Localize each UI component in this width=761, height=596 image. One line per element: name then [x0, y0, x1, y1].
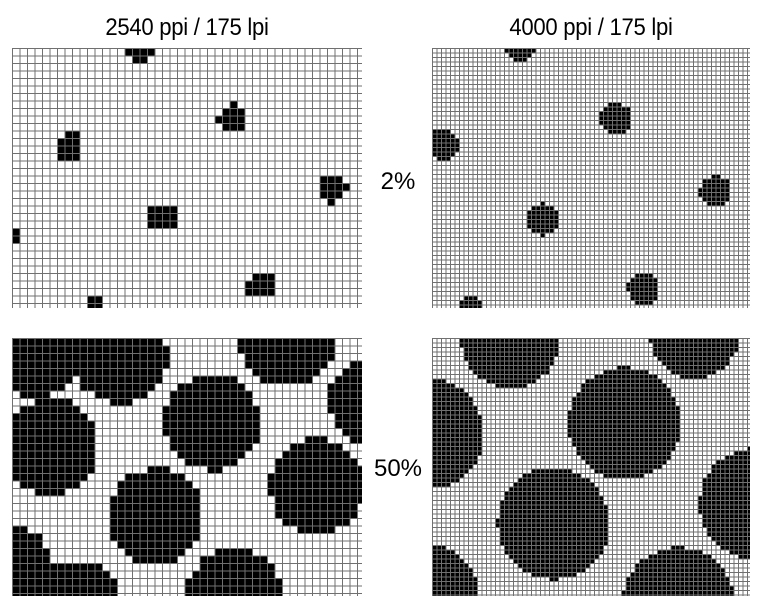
halftone-dot [625, 273, 657, 305]
halftone-dot [697, 174, 729, 206]
halftone-dot [459, 295, 482, 308]
halftone-dot [327, 360, 362, 443]
halftone-dot [459, 338, 558, 388]
row-label-2-percent: 2% [380, 168, 416, 195]
column-header-4000ppi: 4000 ppi / 175 lpi [509, 14, 673, 41]
halftone-dot [432, 545, 477, 596]
row-label-50-percent: 50% [373, 455, 423, 482]
halftone-dot [244, 273, 275, 296]
halftone-dot [12, 228, 20, 243]
halftone-dot [57, 130, 80, 161]
halftone-dot [72, 338, 170, 406]
halftone-grid [432, 48, 750, 308]
halftone-dot [648, 338, 738, 379]
halftone-dot [162, 375, 260, 473]
halftone-dot [27, 563, 117, 596]
halftone-panel-4000ppi-2-percent [432, 48, 750, 308]
halftone-dot [87, 295, 102, 308]
halftone-panel-2540ppi-50-percent [12, 338, 362, 596]
column-header-2540ppi: 2540 ppi / 175 lpi [105, 14, 269, 41]
halftone-dot [184, 548, 282, 596]
halftone-dot [124, 48, 155, 63]
halftone-dot [109, 465, 200, 563]
halftone-dot [697, 446, 750, 559]
halftone-dot [319, 175, 350, 206]
halftone-grid [432, 338, 750, 596]
halftone-dot [567, 365, 680, 478]
halftone-dot [495, 468, 608, 581]
halftone-panel-4000ppi-50-percent [432, 338, 750, 596]
halftone-dot [432, 129, 459, 161]
halftone-dot [237, 338, 335, 383]
halftone-dot [147, 205, 177, 228]
halftone-dot [12, 398, 95, 496]
halftone-dot [267, 435, 362, 533]
halftone-dot [598, 102, 630, 134]
halftone-dot [214, 100, 245, 131]
halftone-dot [504, 48, 536, 62]
halftone-panel-2540ppi-2-percent [12, 48, 362, 308]
halftone-grid [12, 48, 362, 308]
halftone-dot [432, 378, 482, 487]
halftone-grid [12, 338, 362, 596]
halftone-dot [526, 201, 558, 237]
